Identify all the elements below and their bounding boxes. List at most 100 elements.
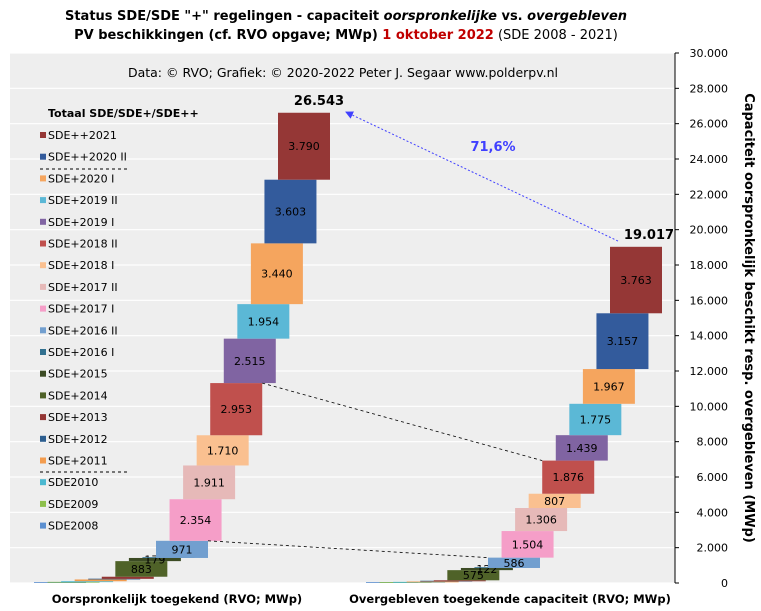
legend-label-sdeplus2016-ii: SDE+2016 II [48, 324, 118, 337]
data-label-original-sdeplus2019-i: 2.515 [234, 355, 266, 368]
legend-label-sdeplus2016-i: SDE+2016 I [48, 346, 114, 359]
bar-remaining-sdeplus2011 [406, 581, 459, 583]
legend-title: Totaal SDE/SDE+/SDE++ [48, 107, 199, 120]
y-tick-label: 24.000 [690, 153, 729, 166]
bar-original-sdeplus2018-i [196, 435, 249, 466]
bar-remaining-sdeplus2019-i [555, 435, 608, 461]
bar-original-sdeplus2011 [74, 579, 127, 582]
data-label-original-sdeplusplus2021: 3.790 [288, 140, 320, 153]
bar-original-sdeplus2012 [88, 578, 141, 580]
data-label-remaining-sdeplus2018-ii: 1.876 [552, 471, 584, 484]
legend-label-sdeplus2020-i: SDE+2020 I [48, 172, 114, 185]
total-original-label: 26.543 [294, 94, 344, 109]
legend-label-sdeplus2018-i: SDE+2018 I [48, 259, 114, 272]
bar-original-sdeplusplus2020-ii [264, 179, 317, 244]
bars: 8831799712.3541.9111.7102.9532.5151.9543… [34, 112, 662, 583]
bar-original-sdeplus2017-ii [183, 465, 236, 500]
data-label-remaining-sdeplusplus2020-ii: 3.157 [607, 335, 639, 348]
legend-swatch-sdeplus2020-i [40, 175, 46, 182]
bar-remaining-sdeplusplus2021 [610, 246, 662, 314]
y-tick-label: 28.000 [690, 82, 729, 95]
legend-label-sdeplus2014: SDE+2014 [48, 389, 108, 402]
chart-subtitle-part3: (SDE 2008 - 2021) [494, 28, 618, 43]
y-tick-label: 26.000 [690, 118, 729, 131]
connector-sde2016 [207, 540, 489, 559]
bar-original-sdeplusplus2021 [278, 112, 330, 180]
legend-label-sde2010: SDE2010 [48, 476, 98, 489]
legend-swatch-sdeplus2014 [40, 392, 46, 399]
legend-label-sde2008: SDE2008 [48, 520, 98, 533]
legend-label-sdeplusplus2021: SDE++2021 [48, 129, 117, 142]
chart-subtitle-part1: PV beschikkingen (cf. RVO opgave; MWp) [74, 28, 382, 43]
bar-original-sdeplus2016-ii [156, 540, 208, 558]
bar-original-sde2010 [61, 581, 114, 583]
y-tick-label: 4.000 [697, 506, 729, 519]
bar-original-sdeplus2014 [115, 561, 168, 577]
percentage-label: 71,6% [470, 140, 515, 155]
y-tick-label: 14.000 [690, 330, 729, 343]
data-label-remaining-sdeplus2017-ii: 1.306 [525, 514, 557, 527]
data-label-original-sdeplus2014: 883 [131, 563, 152, 576]
bar-original-sdeplus2015 [128, 557, 181, 562]
annotations: 71,6% 26.543 19.017 [207, 94, 674, 559]
legend-swatch-sdeplus2018-ii [40, 240, 46, 247]
legend-label-sdeplus2012: SDE+2012 [48, 433, 108, 446]
y-tick-label: 16.000 [690, 294, 729, 307]
legend-label-sdeplus2017-i: SDE+2017 I [48, 303, 114, 316]
data-label-original-sdeplus2016-ii: 971 [172, 543, 193, 556]
bar-remaining-sdeplus2015 [460, 567, 513, 571]
data-label-original-sdeplusplus2020-ii: 3.603 [275, 206, 307, 219]
legend-swatch-sdeplus2016-ii [40, 327, 46, 334]
legend-swatch-sdeplus2015 [40, 370, 46, 377]
data-label-remaining-sdeplus2020-i: 1.967 [593, 380, 625, 393]
legend-label-sdeplus2018-ii: SDE+2018 II [48, 238, 118, 251]
legend-swatch-sdeplus2018-i [40, 262, 46, 269]
legend-label-sdeplus2019-ii: SDE+2019 II [48, 194, 118, 207]
x-category-original: Oorspronkelijk toegekend (RVO; MWp) [52, 592, 302, 606]
legend-swatch-sdeplus2011 [40, 457, 46, 464]
data-label-remaining-sdeplus2018-i: 807 [544, 495, 565, 508]
legend-swatch-sdeplus2019-ii [40, 197, 46, 204]
legend-swatch-sdeplus2016-i [40, 349, 46, 355]
bar-remaining-sdeplus2013 [433, 580, 486, 582]
data-label-original-sdeplus2017-ii: 1.911 [193, 476, 225, 489]
data-label-original-sdeplus2020-i: 3.440 [261, 268, 293, 281]
y-tick-label: 0 [721, 577, 728, 590]
y-tick-label: 2.000 [697, 542, 729, 555]
bar-original-sdeplus2013 [101, 576, 154, 579]
legend-swatch-sde2009 [40, 500, 46, 507]
legend-label-sdeplusplus2020-ii: SDE++2020 II [48, 151, 127, 164]
bar-original-sdeplus2018-ii [210, 383, 263, 436]
connector-sde2018 [262, 382, 543, 461]
grid-lines [10, 52, 675, 584]
y-axis-title: Capaciteit oorspronkelijk beschikt resp.… [741, 93, 756, 543]
bar-remaining-sdeplus2018-ii [542, 460, 595, 494]
chart-title-line1: Status SDE/SDE "+" regelingen - capacite… [65, 9, 627, 24]
legend-label-sdeplus2015: SDE+2015 [48, 368, 108, 381]
legend-swatch-sdeplus2013 [40, 414, 46, 421]
x-category-remaining: Overgebleven toegekende capaciteit (RVO;… [349, 592, 671, 606]
bar-original-sdeplus2020-i [250, 243, 303, 305]
legend-swatch-sde2008 [40, 522, 46, 529]
data-label-remaining-sdeplus2019-ii: 1.775 [580, 413, 612, 426]
y-tick-label: 8.000 [697, 436, 729, 449]
y-tick-label: 18.000 [690, 259, 729, 272]
data-label-original-sdeplus2018-ii: 2.953 [220, 403, 252, 416]
legend-label-sde2009: SDE2009 [48, 498, 98, 511]
bar-remaining-sdeplus2017-ii [515, 507, 568, 532]
chart-title-part3: vs. [497, 9, 527, 24]
data-credit: Data: © RVO; Grafiek: © 2020-2022 Peter … [128, 65, 558, 80]
data-label-remaining-sdeplus2014: 575 [463, 569, 484, 582]
legend-swatch-sde2010 [40, 479, 46, 486]
data-label-original-sdeplus2018-i: 1.710 [207, 444, 239, 457]
chart-title-line2: PV beschikkingen (cf. RVO opgave; MWp) 1… [74, 28, 618, 43]
legend-swatch-sdeplus2017-i [40, 305, 46, 312]
chart-subtitle-date: 1 oktober 2022 [382, 28, 494, 43]
y-tick-label: 30.000 [690, 47, 729, 60]
data-label-remaining-sdeplusplus2021: 3.763 [620, 274, 652, 287]
y-tick-label: 22.000 [690, 188, 729, 201]
bar-original-sde2009 [47, 581, 100, 583]
legend-swatch-sdeplusplus2020-ii [40, 153, 46, 160]
